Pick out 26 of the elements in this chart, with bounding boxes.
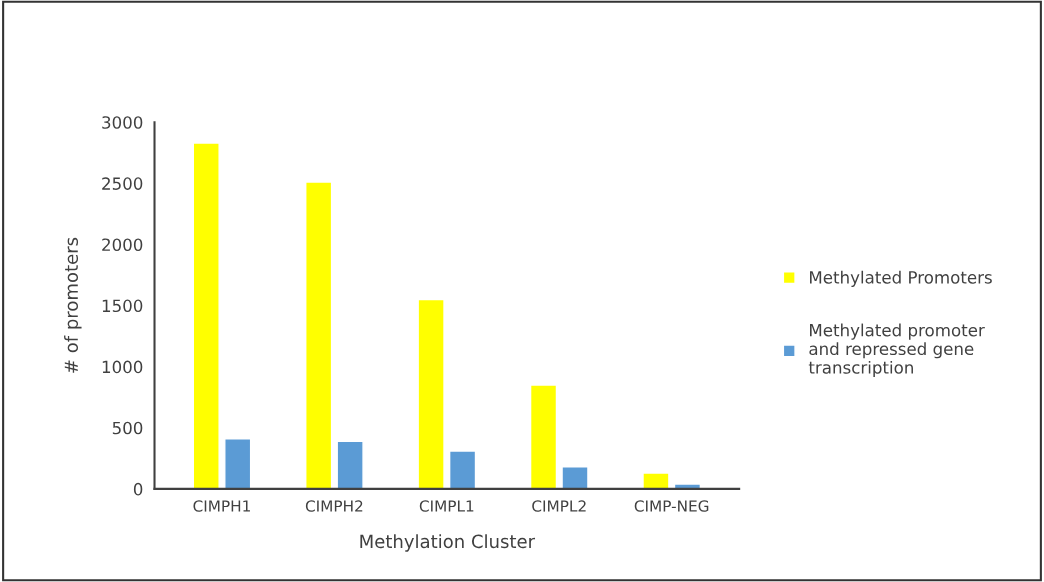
x-tick-label: CIMPH1: [193, 500, 250, 512]
y-tick-label: 0: [133, 482, 143, 496]
bar: [561, 466, 589, 489]
bar: [448, 450, 477, 489]
x-tick-label: CIMPL2: [532, 500, 586, 512]
y-axis-title: # of promoters: [64, 237, 82, 373]
legend-label: Methylated Promoters: [810, 270, 992, 287]
bar: [336, 440, 364, 489]
bar: [673, 483, 702, 489]
y-tick-label: 2000: [102, 238, 143, 252]
x-tick-label: CIMP-NEG: [634, 500, 709, 512]
y-tick-label: 1500: [102, 299, 143, 313]
bar: [224, 438, 252, 489]
bar: [192, 142, 220, 489]
x-tick-label: CIMPL1: [419, 500, 474, 512]
bar: [417, 298, 445, 489]
bar: [642, 472, 670, 489]
y-tick-label: 2500: [102, 177, 143, 190]
bar: [529, 384, 558, 489]
x-axis-title: Methylation Cluster: [360, 534, 536, 552]
y-tick-label: 1000: [102, 360, 143, 374]
legend-label: Methylated promoter and repressed gene transcription: [808, 323, 985, 378]
y-tick-label: 3000: [102, 116, 143, 129]
bar: [305, 181, 333, 489]
y-tick-label: 500: [112, 421, 143, 435]
x-tick-label: CIMPH2: [305, 500, 363, 512]
